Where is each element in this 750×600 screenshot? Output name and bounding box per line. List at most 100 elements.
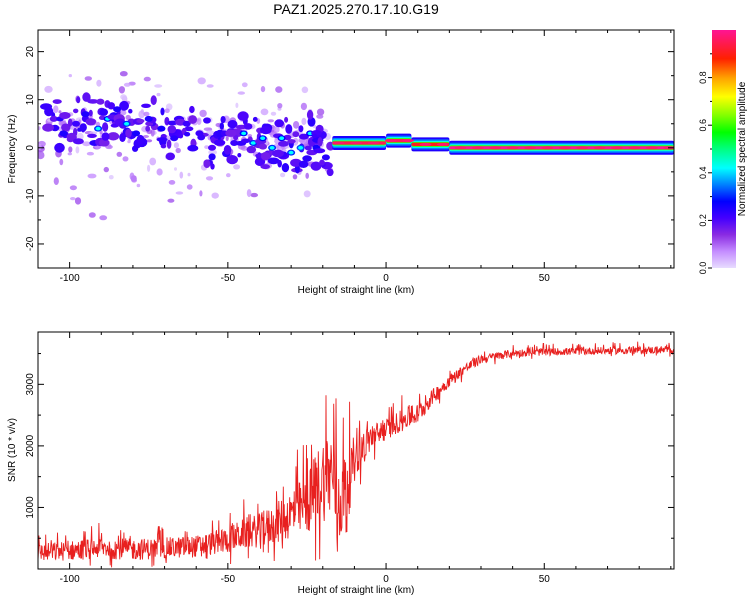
colorbar-label: Normalized spectral amplitude <box>737 81 748 216</box>
spectrogram-blob <box>98 138 110 147</box>
spectrogram-speckle <box>143 76 151 82</box>
spectrogram-band-peak <box>506 146 519 150</box>
spectrogram-blob <box>73 108 79 114</box>
spectrogram-blob <box>59 112 71 119</box>
spectrogram-speckle <box>293 121 300 129</box>
spectrogram-blob <box>136 134 145 145</box>
spectrogram-blob <box>260 151 271 161</box>
spectrogram-speckle <box>69 185 77 191</box>
spectrogram-speckle <box>241 82 248 88</box>
y-tick-label: 0 <box>25 145 36 151</box>
spectrogram-blob <box>99 108 109 116</box>
spectrogram-blob-core <box>132 130 141 137</box>
spectrogram-blob <box>72 138 84 145</box>
spectrogram-blob <box>233 134 239 141</box>
spectrogram-speckle <box>273 126 280 133</box>
spectrogram-speckle <box>175 147 181 154</box>
spectrogram-speckle <box>199 109 207 118</box>
spectrogram-speckle <box>140 109 144 114</box>
spectrogram-speckle <box>74 197 82 205</box>
colorbar-gradient <box>712 30 736 268</box>
spectrogram-blob <box>96 98 105 105</box>
spectrogram-speckle <box>156 168 163 176</box>
spectrogram-blob <box>254 157 266 166</box>
spectrogram-blob-peak <box>260 136 266 140</box>
spectrogram-speckle <box>68 74 73 78</box>
spectrogram-blob <box>313 148 326 154</box>
spectrogram-band-peak <box>541 146 554 150</box>
spectrogram-speckle <box>275 86 283 93</box>
spectrogram-blob <box>319 159 325 166</box>
spectrogram-blob <box>52 99 62 104</box>
spectrogram-speckle <box>225 135 229 142</box>
spectrogram-speckle <box>246 189 252 198</box>
spectrogram-band-peak <box>645 146 658 150</box>
spectrogram-blob <box>258 143 267 150</box>
spectrogram-blob-peak <box>250 141 256 145</box>
spectrogram-blob <box>178 132 184 139</box>
spectrogram-speckle <box>300 102 307 111</box>
spectrogram-blob <box>85 118 97 126</box>
spectrogram-blob-core <box>81 111 90 118</box>
spectrogram-speckle <box>99 215 108 221</box>
spectrogram-blob-core <box>157 125 166 132</box>
spectrogram-blob <box>213 139 226 146</box>
spectrogram-speckle <box>204 145 210 150</box>
spectrogram-blob <box>188 115 198 124</box>
spectrogram-blob <box>220 116 226 124</box>
spectrogram-blob <box>223 145 232 155</box>
spectrogram-speckle <box>88 212 96 218</box>
spectrogram-blob <box>267 157 280 165</box>
spectrogram-y-label: Frequency (Hz) <box>7 115 18 184</box>
spectrogram-speckle <box>277 103 283 109</box>
spectrogram-blob <box>281 163 290 173</box>
spectrogram-speckle <box>108 175 114 180</box>
x-tick-label: -50 <box>221 273 236 284</box>
spectrogram-blob <box>252 116 258 122</box>
spectrogram-band-peak <box>593 146 606 150</box>
y-tick-label: 10 <box>25 94 36 106</box>
spectrogram-speckle <box>260 108 269 116</box>
spectrogram-speckle <box>156 92 161 97</box>
spectrogram-speckle <box>103 166 110 173</box>
spectrogram-speckle <box>116 151 123 157</box>
spectrogram-speckle <box>301 86 309 94</box>
spectrogram-band-peak <box>367 141 380 145</box>
spectrogram-blob <box>284 116 289 123</box>
spectrogram-blob <box>310 161 322 171</box>
spectrogram-speckle <box>197 77 206 85</box>
colorbar-tick-label: 0.0 <box>698 262 708 275</box>
spectrogram-speckle <box>270 111 277 116</box>
spectrogram-blob <box>102 122 109 132</box>
x-tick-label: 50 <box>539 273 551 284</box>
spectrogram-speckle <box>196 117 202 125</box>
spectrogram-blob <box>237 111 249 121</box>
spectrogram-blob-core <box>321 154 330 161</box>
spectrogram-band-peak <box>437 142 449 146</box>
spectrogram-blobs <box>40 92 335 177</box>
spectrogram-blob <box>167 125 177 134</box>
spectrogram-blob <box>203 117 211 124</box>
y-tick-label: -20 <box>25 236 36 251</box>
spectrogram-speckle <box>146 139 153 143</box>
spectrogram-scatter <box>38 71 333 221</box>
spectrogram-blob-core <box>72 120 80 127</box>
spectrogram-speckle <box>235 102 239 109</box>
spectrogram-blob <box>160 107 165 116</box>
spectrogram-speckle <box>215 123 221 127</box>
snr-frame <box>37 331 675 570</box>
spectrogram-blob <box>119 133 126 142</box>
spectrogram-speckle <box>147 164 151 172</box>
spectrogram-blob <box>107 132 120 141</box>
spectrogram-speckle <box>316 108 325 116</box>
spectrogram-blob <box>312 133 318 139</box>
spectrogram-band-peak <box>419 142 432 146</box>
spectrogram-speckle <box>260 86 266 93</box>
spectrogram-speckle <box>38 126 41 131</box>
spectrogram-speckle <box>164 108 170 113</box>
spectrogram-frame <box>37 29 675 269</box>
spectrogram-band-peak <box>611 146 623 150</box>
spectrogram-blob <box>302 155 312 162</box>
spectrogram-blob <box>260 126 272 135</box>
